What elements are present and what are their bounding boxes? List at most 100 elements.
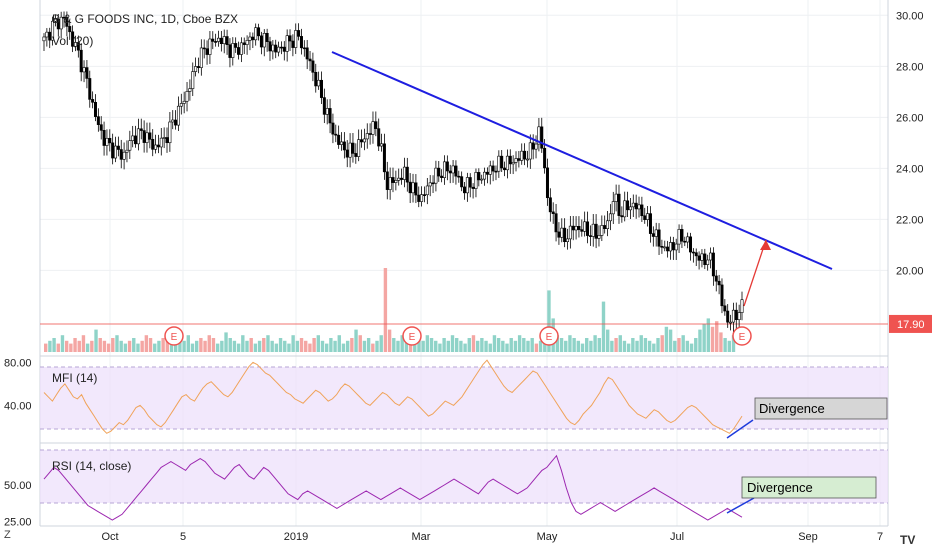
candle-body	[176, 105, 180, 126]
candle-body	[611, 201, 615, 215]
candle-body	[125, 149, 129, 153]
volume-bar	[643, 338, 648, 352]
volume-bar	[337, 335, 341, 352]
candle-body	[660, 245, 664, 248]
earnings-marker[interactable]	[402, 326, 422, 346]
volume-bar	[186, 335, 190, 352]
volume-bar	[400, 335, 404, 352]
volume-bar	[316, 335, 320, 352]
trendline[interactable]	[331, 51, 833, 270]
candle-body	[628, 206, 632, 211]
candle-body	[603, 225, 607, 229]
candle-body	[666, 246, 670, 252]
candle-body	[222, 36, 226, 45]
rsi-divergence-callout[interactable]: Divergence	[741, 476, 877, 499]
candle-body	[577, 225, 581, 230]
candle-body	[543, 147, 547, 169]
candle-body	[717, 280, 721, 286]
volume-bar	[463, 343, 467, 352]
candle-body	[185, 91, 189, 102]
earnings-marker[interactable]	[164, 326, 184, 346]
candle-body	[457, 175, 461, 178]
volume-bar	[559, 338, 564, 352]
volume-bar	[392, 338, 396, 352]
volume-bar	[618, 335, 622, 352]
forecast-arrow[interactable]	[743, 239, 771, 307]
volume-bar	[228, 338, 232, 352]
candle-body	[448, 170, 452, 174]
candle-body	[259, 35, 263, 48]
volume-bar	[438, 343, 442, 352]
volume-bar	[685, 340, 690, 352]
candle-body	[657, 229, 661, 247]
candle-body	[397, 177, 401, 181]
volume-bar	[635, 340, 639, 352]
candle-body	[497, 155, 501, 172]
earnings-marker-label: E	[409, 332, 416, 343]
candle-body	[405, 166, 409, 183]
volume-bar	[614, 338, 618, 352]
candle-body	[417, 194, 421, 202]
mfi-divergence-callout[interactable]: Divergence	[754, 397, 888, 420]
volume-bar	[706, 318, 711, 352]
volume-bar	[182, 340, 186, 352]
candle-body	[196, 66, 200, 68]
earnings-marker[interactable]	[732, 326, 752, 346]
earnings-marker[interactable]	[539, 326, 559, 346]
earnings-marker-label: E	[739, 332, 746, 343]
volume-bar	[283, 340, 287, 352]
candle-body	[108, 137, 112, 144]
candle-body	[557, 231, 561, 238]
volume-bar	[77, 340, 81, 352]
candle-body	[600, 225, 604, 236]
candle-body	[234, 43, 238, 48]
volume-bar	[295, 340, 300, 352]
rsi-divergence-line[interactable]	[726, 497, 755, 514]
chart-title: B & G FOODS INC, 1D, Cboe BZX	[52, 12, 238, 26]
volume-bar	[308, 343, 312, 352]
candle-body	[620, 215, 624, 218]
zoom-toggle-button[interactable]: Z	[4, 529, 11, 541]
volume-bar	[652, 343, 656, 352]
candle-body	[231, 43, 235, 58]
candle-body	[242, 42, 246, 45]
time-axis[interactable]: Oct 5 2019 Mar May Jul Sep 7	[101, 531, 883, 543]
candle-body	[508, 155, 512, 165]
candle-body	[694, 252, 698, 257]
candle-body	[285, 35, 289, 52]
candle-body	[500, 155, 504, 169]
time-tick-label: Oct	[101, 531, 118, 543]
volume-bar	[379, 335, 383, 352]
volume-bar	[266, 335, 270, 352]
candle-body	[85, 67, 89, 79]
candle-body	[691, 251, 695, 254]
volume-bar	[471, 335, 476, 352]
mfi-divergence-line[interactable]	[726, 419, 754, 439]
volume-bar	[585, 338, 589, 352]
candle-body	[188, 88, 192, 92]
candle-body	[460, 176, 464, 188]
indicator-tick-label: 40.00	[4, 400, 32, 412]
candle-body	[511, 162, 515, 165]
candle-body	[254, 27, 258, 41]
candle-body	[371, 121, 375, 135]
candle-body	[465, 177, 469, 194]
candle-body	[720, 284, 724, 307]
candle-body	[568, 225, 572, 240]
candle-body	[408, 181, 412, 194]
volume-bar	[719, 332, 723, 352]
last-price-tag: 17.90	[889, 314, 932, 333]
candle-body	[714, 275, 718, 282]
indicator-tick-label: 25.00	[4, 517, 32, 529]
candle-body	[640, 204, 644, 217]
candle-body	[268, 41, 272, 52]
volume-bar	[85, 343, 90, 352]
candle-body	[388, 177, 392, 190]
candle-body	[305, 47, 309, 60]
candle-body	[442, 161, 446, 178]
price-axis[interactable]: 30.00 28.00 26.00 24.00 22.00 20.00	[896, 10, 924, 277]
candle-body	[237, 47, 241, 55]
candle-body	[683, 240, 687, 243]
candle-body	[331, 122, 335, 135]
